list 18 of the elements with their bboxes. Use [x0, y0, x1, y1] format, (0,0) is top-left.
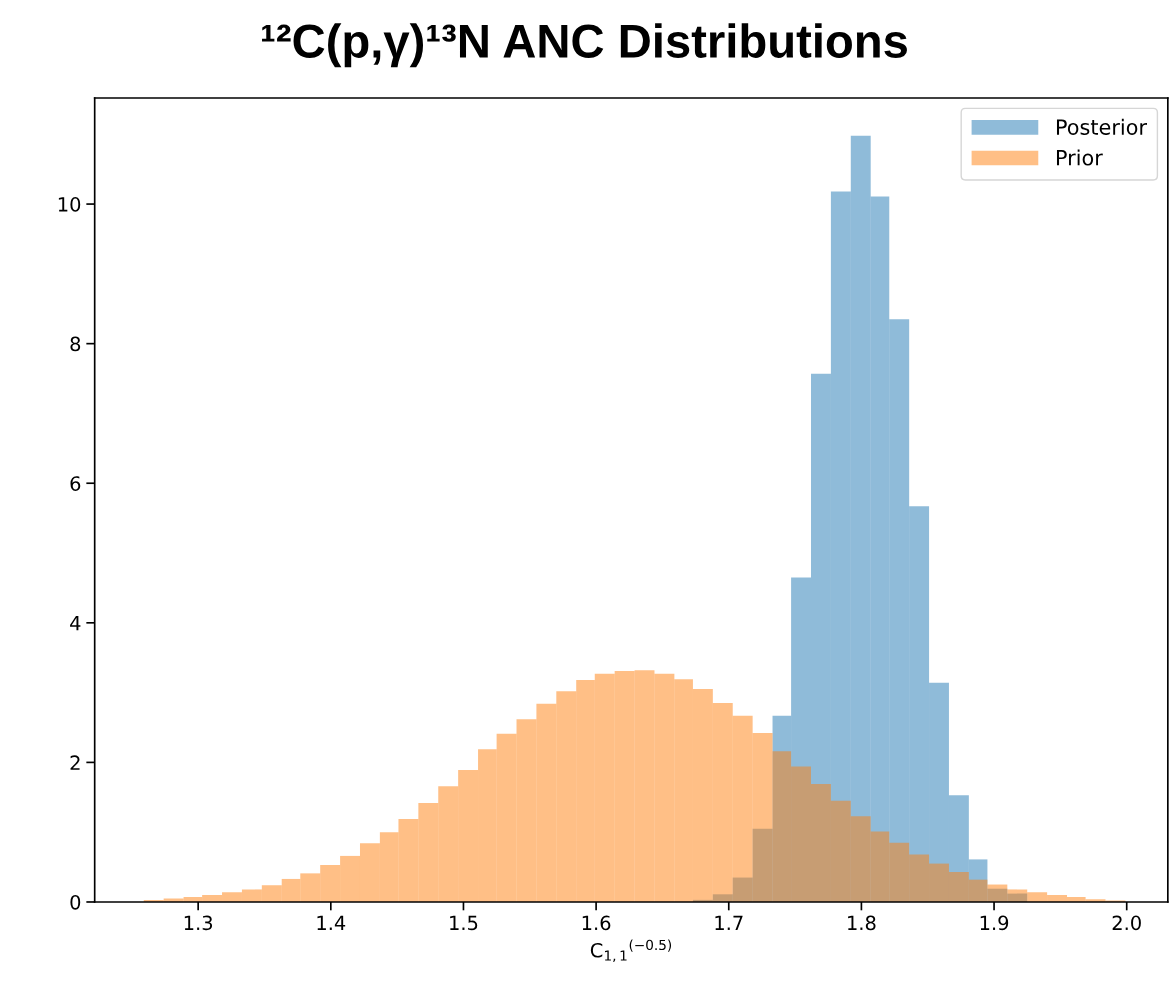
- x-tick-label: 1.9: [980, 915, 1009, 931]
- x-tick-label: 1.4: [317, 915, 346, 930]
- y-tick-label: 6: [70, 476, 81, 491]
- x-tick-label: 1.7: [715, 915, 743, 930]
- chart-title: ¹²C(p,γ)¹³N ANC Distributions: [262, 23, 907, 68]
- y-tick-label: 2: [70, 755, 80, 770]
- x-tick-label: 1.5: [450, 915, 478, 931]
- legend-label: Prior: [1056, 149, 1103, 166]
- y-tick-label: 10: [58, 197, 81, 212]
- legend-label: Posterior: [1056, 118, 1147, 135]
- x-tick-label: 1.3: [184, 915, 213, 931]
- x-axis-title: C$_{1,1}$$^{(−0.5)}$: [590, 939, 672, 963]
- x-tick-label: 1.6: [582, 915, 611, 931]
- x-tick-label: 1.8: [848, 915, 876, 931]
- y-tick-label: 8: [70, 336, 81, 352]
- y-tick-label: 4: [70, 616, 81, 631]
- y-tick-label: 0: [70, 894, 81, 910]
- x-tick-label: 2.0: [1112, 915, 1141, 931]
